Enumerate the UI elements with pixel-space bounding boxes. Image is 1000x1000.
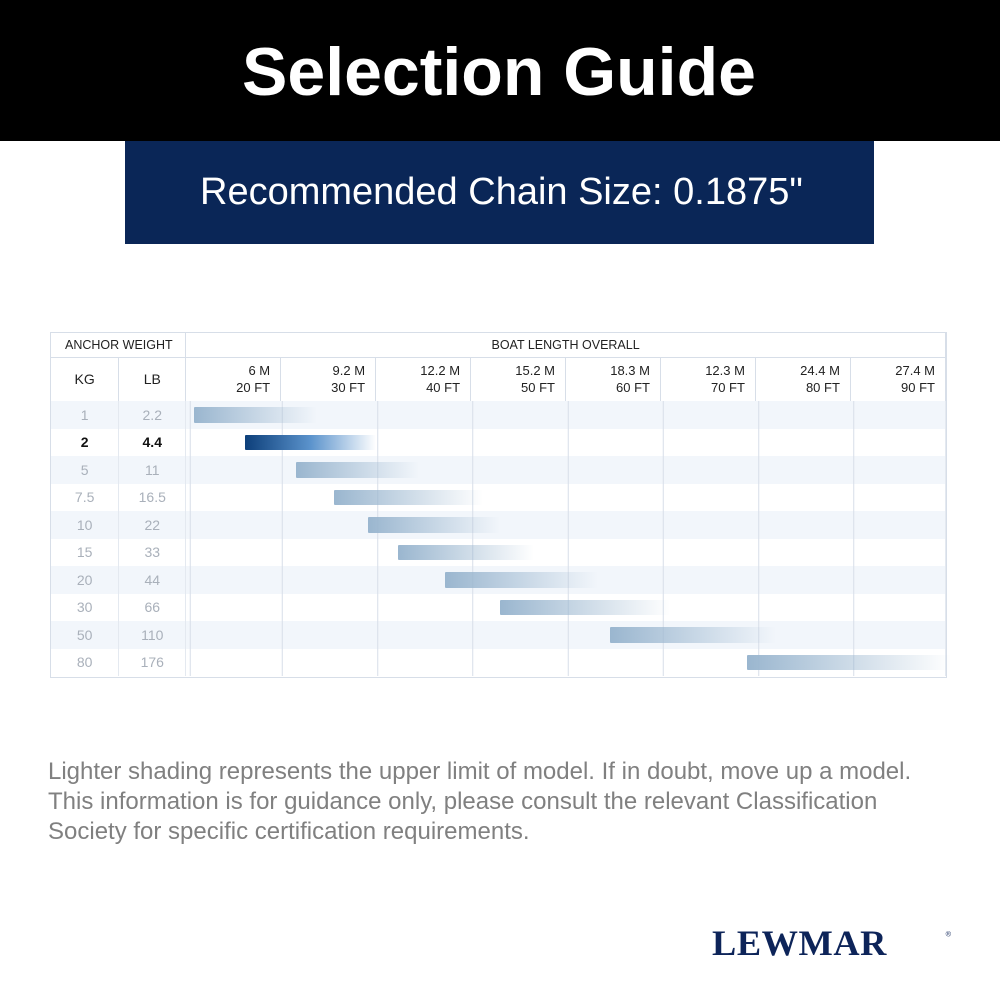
svg-text:®: ® [946,930,952,939]
svg-text:LEWMAR: LEWMAR [712,923,887,963]
